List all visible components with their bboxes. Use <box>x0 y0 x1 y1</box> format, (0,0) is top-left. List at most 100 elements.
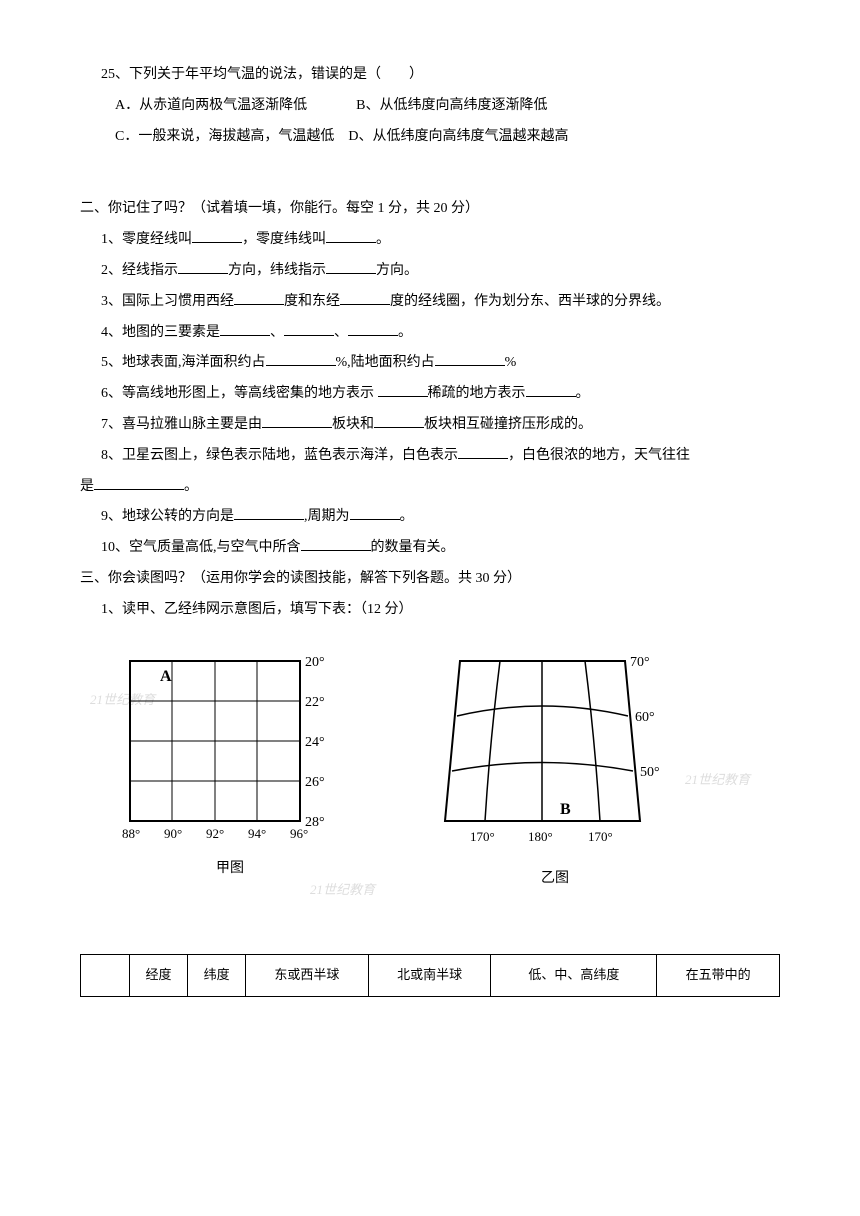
s2-q1: 1、零度经线叫 ，零度纬线叫 。 <box>80 225 780 256</box>
text: 6、等高线地形图上，等高线密集的地方表示 <box>101 386 374 401</box>
text: ，白色很浓的地方，天气往往 <box>508 448 690 463</box>
blank <box>284 321 334 336</box>
text: 。 <box>400 509 414 524</box>
text: 板块相互碰撞挤压形成的。 <box>424 417 592 432</box>
tick: 96° <box>290 826 308 841</box>
tick: 22° <box>305 695 325 710</box>
text: % <box>505 355 517 370</box>
text: ,周期为 <box>304 509 350 524</box>
text: 3、国际上习惯用西经 <box>101 294 234 309</box>
s2-q4: 4、地图的三要素是 、 、 。 <box>80 318 780 349</box>
text: 1、零度经线叫 <box>101 232 192 247</box>
blank <box>192 228 242 243</box>
s2-q7: 7、喜马拉雅山脉主要是由 板块和 板块相互碰撞挤压形成的。 <box>80 410 780 441</box>
grid-diagram-jia: A 20° 22° 24° 26° 28° 88° 90° 92° 94° 96… <box>110 646 350 846</box>
q25-optB: B、从低纬度向高纬度逐渐降低 <box>356 98 547 113</box>
table-header <box>81 955 130 997</box>
section2-title: 二、你记住了吗？（试着填一填，你能行。每空 1 分，共 20 分） <box>80 194 780 225</box>
table-header: 低、中、高纬度 <box>491 955 657 997</box>
s2-q6: 6、等高线地形图上，等高线密集的地方表示 稀疏的地方表示 。 <box>80 379 780 410</box>
blank <box>378 382 428 397</box>
tick: 20° <box>305 655 325 670</box>
text: %,陆地面积约占 <box>336 355 435 370</box>
blank <box>262 413 332 428</box>
blank <box>220 321 270 336</box>
text: 稀疏的地方表示 <box>428 386 526 401</box>
blank <box>374 413 424 428</box>
text: 10、空气质量高低,与空气中所含 <box>101 540 301 555</box>
text: 5、地球表面,海洋面积约占 <box>101 355 266 370</box>
tick: 24° <box>305 735 325 750</box>
blank <box>266 351 336 366</box>
table-header-row: 经度 纬度 东或西半球 北或南半球 低、中、高纬度 在五带中的 <box>81 955 780 997</box>
q25-optA: A．从赤道向两极气温逐渐降低 <box>115 98 307 113</box>
text: 4、地图的三要素是 <box>101 325 220 340</box>
text: ，零度纬线叫 <box>242 232 326 247</box>
tick: 92° <box>206 826 224 841</box>
tick: 50° <box>640 765 660 780</box>
tick: 180° <box>528 829 553 844</box>
text: 7、喜马拉雅山脉主要是由 <box>101 417 262 432</box>
text: 。 <box>184 479 198 494</box>
text: 板块和 <box>332 417 374 432</box>
section3-title: 三、你会读图吗？（运用你学会的读图技能，解答下列各题。共 30 分） <box>80 564 780 595</box>
s2-q2: 2、经线指示 方向，纬线指示 方向。 <box>80 256 780 287</box>
text: 方向。 <box>376 263 418 278</box>
s2-q8-cont: 是。 <box>80 472 780 503</box>
s2-q5: 5、地球表面,海洋面积约占 %,陆地面积约占% <box>80 348 780 379</box>
text: 8、卫星云图上，绿色表示陆地，蓝色表示海洋，白色表示 <box>101 448 458 463</box>
blank <box>178 259 228 274</box>
blank <box>326 228 376 243</box>
q25-optC: C．一般来说，海拔越高，气温越低 <box>115 129 334 144</box>
s2-q3: 3、国际上习惯用西经 度和东经 度的经线圈，作为划分东、西半球的分界线。 <box>80 287 780 318</box>
q25-optD: D、从低纬度向高纬度气温越来越高 <box>348 129 568 144</box>
point-A: A <box>160 668 172 685</box>
blank <box>326 259 376 274</box>
text: 是 <box>80 479 94 494</box>
q25-stem: 25、下列关于年平均气温的说法，错误的是（ ） <box>80 60 780 91</box>
s3-q1: 1、读甲、乙经纬网示意图后，填写下表：（12 分） <box>80 595 780 626</box>
text: 度的经线圈，作为划分东、西半球的分界线。 <box>390 294 670 309</box>
text: 。 <box>576 386 590 401</box>
tick: 60° <box>635 710 655 725</box>
diagram-jia: A 20° 22° 24° 26° 28° 88° 90° 92° 94° 96… <box>110 646 350 895</box>
table-header: 在五带中的 <box>657 955 780 997</box>
blank <box>435 351 505 366</box>
table-header: 经度 <box>130 955 188 997</box>
grid-diagram-yi: 70° 60° 50° B 170° 180° 170° <box>430 646 680 856</box>
blank <box>301 536 371 551</box>
tick: 170° <box>470 829 495 844</box>
blank <box>94 475 184 490</box>
s2-q9: 9、地球公转的方向是,周期为。 <box>80 502 780 533</box>
diagram-yi: 70° 60° 50° B 170° 180° 170° 乙图 <box>430 646 680 895</box>
text: 、 <box>270 325 284 340</box>
diagram-label-yi: 乙图 <box>541 864 569 895</box>
text: 的数量有关。 <box>371 540 455 555</box>
blank <box>234 505 304 520</box>
table-header: 纬度 <box>188 955 246 997</box>
blank <box>348 321 398 336</box>
point-B: B <box>560 801 571 818</box>
text: 2、经线指示 <box>101 263 178 278</box>
text: 。 <box>398 325 412 340</box>
s2-q8: 8、卫星云图上，绿色表示陆地，蓝色表示海洋，白色表示 ，白色很浓的地方，天气往往 <box>80 441 780 472</box>
tick: 170° <box>588 829 613 844</box>
tick: 94° <box>248 826 266 841</box>
table-header: 北或南半球 <box>368 955 491 997</box>
text: 、 <box>334 325 348 340</box>
table-header: 东或西半球 <box>246 955 369 997</box>
blank <box>526 382 576 397</box>
answer-table: 经度 纬度 东或西半球 北或南半球 低、中、高纬度 在五带中的 <box>80 954 780 997</box>
text: 。 <box>376 232 390 247</box>
blank <box>234 290 284 305</box>
q25-options-row2: C．一般来说，海拔越高，气温越低 D、从低纬度向高纬度气温越来越高 <box>80 122 780 153</box>
text: 方向，纬线指示 <box>228 263 326 278</box>
tick: 88° <box>122 826 140 841</box>
blank <box>340 290 390 305</box>
blank <box>458 444 508 459</box>
text: 度和东经 <box>284 294 340 309</box>
s2-q10: 10、空气质量高低,与空气中所含 的数量有关。 <box>80 533 780 564</box>
q25-options-row1: A．从赤道向两极气温逐渐降低 B、从低纬度向高纬度逐渐降低 <box>80 91 780 122</box>
tick: 26° <box>305 775 325 790</box>
diagram-label-jia: 甲图 <box>216 854 244 885</box>
